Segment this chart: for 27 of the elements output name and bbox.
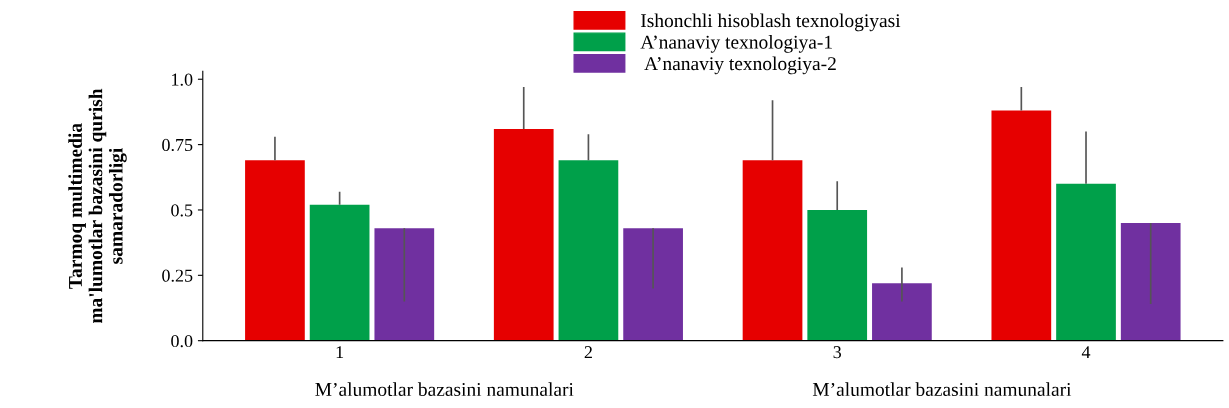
- bar: [623, 228, 683, 341]
- bar: [245, 160, 305, 341]
- legend-label: A’nanaviy texnologiya-2: [644, 56, 836, 75]
- bar: [991, 110, 1052, 341]
- bar: [493, 128, 554, 341]
- bar: [309, 204, 370, 341]
- y-tick-label: 0.5: [171, 204, 193, 217]
- y-tick-label: 0.25: [162, 269, 193, 282]
- bar: [558, 160, 619, 341]
- bar: [742, 160, 803, 341]
- bar: [807, 209, 868, 341]
- text: M’alumotlar bazasini namunalari: [315, 382, 574, 397]
- y-tick-label: 0.0: [171, 334, 193, 348]
- x-tick-label: 4: [1081, 346, 1091, 359]
- y-axis-title: Tarmoq multimedia ma'lumotlar bazasini qurish samaradorligi: [68, 88, 127, 324]
- x-tick-label: 1: [336, 346, 344, 359]
- legend-label: Ishonchli hisoblash texnologiyasi: [641, 13, 901, 32]
- legend-label: A’nanaviy texnologiya-1: [640, 35, 832, 53]
- text: M’alumotlar bazasini namunalari: [812, 382, 1072, 397]
- bar: [872, 283, 932, 341]
- x-tick-label: 2: [584, 346, 592, 359]
- bar: [374, 228, 435, 341]
- y-tick-label: 1.0: [172, 73, 193, 86]
- y-tick-label: 0.75: [162, 138, 193, 152]
- bar: [1056, 183, 1116, 341]
- bar: [1120, 223, 1181, 341]
- x-tick-label: 3: [833, 346, 842, 359]
